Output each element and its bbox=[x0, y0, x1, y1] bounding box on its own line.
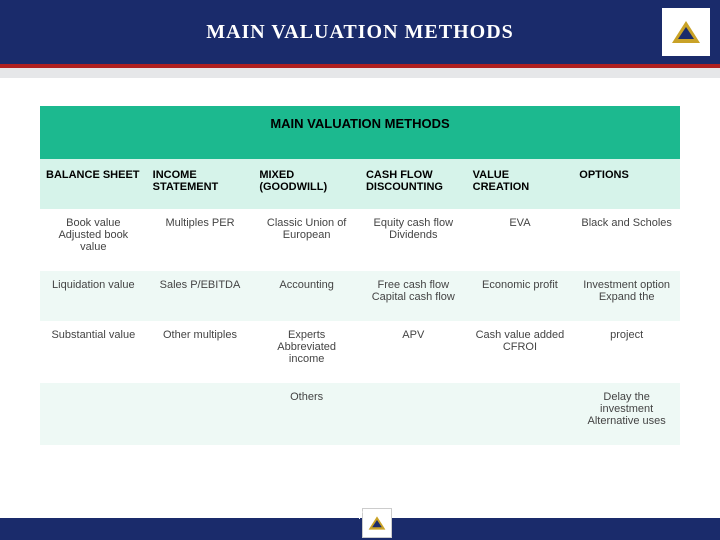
table-title: MAIN VALUATION METHODS bbox=[40, 106, 680, 159]
header-tab bbox=[0, 68, 720, 78]
cell: EVA bbox=[467, 209, 574, 271]
header-logo bbox=[662, 8, 710, 56]
cell: Black and Scholes bbox=[573, 209, 680, 271]
cell: Classic Union of European bbox=[253, 209, 360, 271]
cell bbox=[147, 383, 254, 445]
table-row: Others Delay the investment Alternative … bbox=[40, 383, 680, 445]
table-header-row: BALANCE SHEET INCOME STATEMENT MIXED (GO… bbox=[40, 159, 680, 209]
page-number: 7 bbox=[357, 510, 363, 522]
cell bbox=[467, 383, 574, 445]
table-row: Book value Adjusted book value Multiples… bbox=[40, 209, 680, 271]
col-header: VALUE CREATION bbox=[467, 159, 574, 209]
logo-icon bbox=[369, 516, 386, 529]
cell: Free cash flow Capital cash flow bbox=[360, 271, 467, 321]
page-title: MAIN VALUATION METHODS bbox=[206, 21, 514, 44]
cell: APV bbox=[360, 321, 467, 383]
cell: project bbox=[573, 321, 680, 383]
col-header: BALANCE SHEET bbox=[40, 159, 147, 209]
cell: Sales P/EBITDA bbox=[147, 271, 254, 321]
col-header: CASH FLOW DISCOUNTING bbox=[360, 159, 467, 209]
cell: Cash value added CFROI bbox=[467, 321, 574, 383]
header-bar: MAIN VALUATION METHODS bbox=[0, 0, 720, 64]
cell: Substantial value bbox=[40, 321, 147, 383]
valuation-table: MAIN VALUATION METHODS BALANCE SHEET INC… bbox=[40, 106, 680, 445]
cell: Multiples PER bbox=[147, 209, 254, 271]
cell bbox=[40, 383, 147, 445]
cell: Accounting bbox=[253, 271, 360, 321]
cell: Equity cash flow Dividends bbox=[360, 209, 467, 271]
cell bbox=[360, 383, 467, 445]
cell: Economic profit bbox=[467, 271, 574, 321]
cell: Delay the investment Alternative uses bbox=[573, 383, 680, 445]
col-header: MIXED (GOODWILL) bbox=[253, 159, 360, 209]
logo-icon bbox=[672, 21, 700, 43]
cell: Other multiples bbox=[147, 321, 254, 383]
cell: Investment option Expand the bbox=[573, 271, 680, 321]
cell: Book value Adjusted book value bbox=[40, 209, 147, 271]
col-header: INCOME STATEMENT bbox=[147, 159, 254, 209]
cell: Liquidation value bbox=[40, 271, 147, 321]
table-title-row: MAIN VALUATION METHODS bbox=[40, 106, 680, 159]
table-row: Substantial value Other multiples Expert… bbox=[40, 321, 680, 383]
footer-logo bbox=[362, 508, 392, 538]
col-header: OPTIONS bbox=[573, 159, 680, 209]
content-area: MAIN VALUATION METHODS BALANCE SHEET INC… bbox=[0, 78, 720, 445]
table-row: Liquidation value Sales P/EBITDA Account… bbox=[40, 271, 680, 321]
cell: Others bbox=[253, 383, 360, 445]
cell: Experts Abbreviated income bbox=[253, 321, 360, 383]
footer-bar: 7 bbox=[0, 518, 720, 540]
